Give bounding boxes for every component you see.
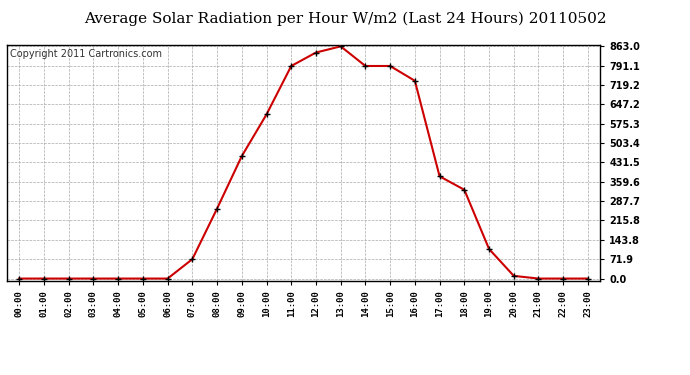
Text: Average Solar Radiation per Hour W/m2 (Last 24 Hours) 20110502: Average Solar Radiation per Hour W/m2 (L… — [83, 11, 607, 26]
Text: Copyright 2011 Cartronics.com: Copyright 2011 Cartronics.com — [10, 48, 162, 58]
